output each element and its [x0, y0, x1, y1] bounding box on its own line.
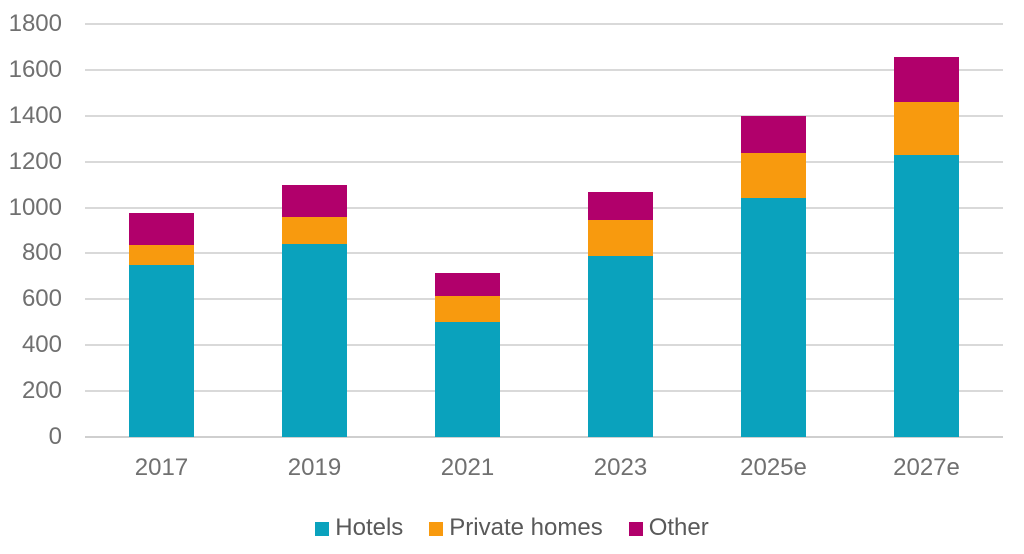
legend-label: Other	[648, 514, 709, 541]
y-tick-label: 0	[48, 423, 62, 450]
y-tick-label: 400	[21, 331, 62, 359]
bar-segment-other	[741, 115, 806, 153]
bar-2023	[588, 191, 653, 437]
bar-segment-private-homes	[435, 295, 500, 323]
gridline	[85, 23, 1003, 25]
bar-segment-private-homes	[282, 216, 347, 245]
bar-2025e	[741, 115, 806, 437]
bar-segment-other	[282, 184, 347, 217]
bar-segment-other	[894, 57, 959, 103]
bar-segment-private-homes	[894, 102, 959, 155]
y-tick-label: 1000	[8, 193, 62, 221]
x-tick-label: 2017	[134, 454, 189, 481]
y-tick-label: 800	[21, 239, 62, 267]
bar-2021	[435, 272, 500, 437]
legend: Hotels Private homes Other	[0, 514, 1024, 542]
bar-segment-hotels	[282, 244, 347, 437]
bar-segment-other	[129, 213, 194, 246]
gridline	[85, 114, 1003, 117]
bar-segment-private-homes	[129, 245, 194, 265]
bar-segment-hotels	[894, 154, 959, 437]
legend-item-other: Other	[628, 514, 709, 542]
y-tick-label: 1200	[8, 147, 62, 175]
x-tick-label: 2021	[440, 454, 495, 481]
x-tick-label: 2025e	[740, 454, 807, 481]
x-tick-label: 2027e	[893, 454, 960, 481]
y-tick-label: 1800	[8, 10, 62, 37]
bar-segment-hotels	[129, 264, 194, 437]
legend-label: Hotels	[335, 514, 404, 541]
gridline	[85, 344, 1003, 347]
bar-2017	[129, 213, 194, 437]
legend-swatch-icon	[315, 522, 330, 536]
gridline	[85, 390, 1003, 393]
bar-segment-other	[588, 191, 653, 221]
y-tick-label: 600	[21, 285, 62, 313]
bar-2019	[282, 184, 347, 437]
gridline	[85, 160, 1003, 163]
gridline	[85, 436, 1003, 438]
gridline	[85, 206, 1003, 209]
bar-segment-private-homes	[588, 220, 653, 256]
gridline	[85, 298, 1003, 301]
bar-segment-hotels	[588, 255, 653, 437]
bar-segment-hotels	[741, 198, 806, 437]
y-tick-label: 200	[21, 377, 62, 405]
legend-label: Private homes	[449, 514, 603, 541]
bar-segment-hotels	[435, 322, 500, 437]
legend-item-private-homes: Private homes	[429, 514, 603, 542]
bar-segment-private-homes	[741, 152, 806, 199]
legend-swatch-icon	[628, 522, 643, 536]
bar-segment-other	[435, 272, 500, 296]
gridline	[85, 68, 1003, 71]
legend-swatch-icon	[429, 522, 444, 536]
x-tick-label: 2019	[287, 454, 342, 481]
plot-area	[85, 24, 1003, 437]
gridline	[85, 252, 1003, 255]
x-tick-label: 2023	[593, 454, 648, 481]
y-tick-label: 1600	[8, 55, 62, 83]
bar-2027e	[894, 57, 959, 437]
legend-item-hotels: Hotels	[315, 514, 403, 542]
y-tick-label: 1400	[8, 101, 62, 129]
